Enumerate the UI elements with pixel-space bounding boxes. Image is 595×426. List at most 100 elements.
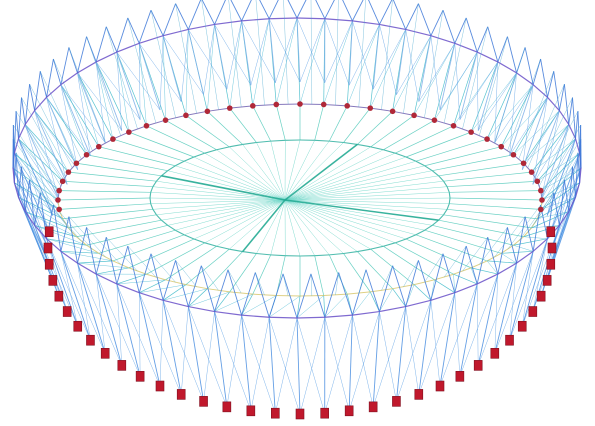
rim-ring: [34, 225, 47, 240]
rim-member: [405, 3, 419, 30]
support-block: [44, 226, 54, 238]
inner-node: [411, 112, 417, 119]
roof-ring: [431, 170, 439, 177]
wall-brace: [25, 124, 68, 185]
roof-ring: [438, 175, 444, 182]
wall-brace: [77, 263, 123, 366]
roof-member: [46, 97, 87, 155]
inner-node: [56, 187, 62, 194]
inner-node: [126, 129, 132, 135]
rim-member: [68, 47, 106, 143]
roof-member: [60, 84, 100, 147]
roof-member: [138, 43, 147, 126]
rim-ring: [24, 110, 36, 125]
rim-member: [21, 97, 66, 177]
wall-member: [77, 263, 106, 354]
wall-member: [296, 17, 301, 83]
roof-member: [95, 61, 114, 140]
roof-member: [284, 199, 417, 236]
rim-member: [335, 272, 339, 295]
wall-brace: [162, 300, 204, 402]
roof-ring: [193, 238, 206, 244]
inner-node: [431, 117, 438, 123]
rim-member: [487, 26, 499, 63]
rim-member: [255, 0, 265, 106]
roof-member: [346, 24, 380, 106]
rim-ring: [46, 84, 62, 98]
roof-ring: [448, 192, 451, 199]
inner-node: [110, 136, 116, 142]
rim-member: [201, 265, 219, 291]
rim-member: [392, 265, 407, 307]
roof-member: [156, 180, 286, 201]
rim-member: [575, 152, 579, 198]
wall-brace: [188, 29, 228, 90]
roof-member: [62, 180, 153, 188]
roof-ring: [128, 267, 147, 275]
roof-ring: [434, 119, 454, 127]
wall-brace: [551, 153, 580, 249]
roof-member: [415, 234, 488, 262]
roof-ring: [523, 227, 532, 238]
roof-member: [270, 199, 286, 255]
rim-member: [553, 71, 560, 111]
roof-member: [77, 260, 113, 264]
inner-node: [65, 169, 72, 175]
rim-member: [86, 227, 121, 265]
roof-member: [449, 203, 541, 210]
rim-member: [539, 111, 579, 187]
wall-brace: [405, 29, 420, 102]
roof-member: [352, 291, 371, 316]
rim-member: [497, 227, 508, 275]
roof-ring: [146, 119, 166, 127]
roof-member: [156, 199, 286, 216]
roof-member: [96, 267, 129, 275]
roof-ring: [165, 114, 187, 121]
rim-member: [106, 26, 138, 129]
rim-member: [507, 58, 541, 151]
roof-member: [453, 274, 456, 293]
support-block: [546, 226, 556, 238]
rim-member: [68, 216, 106, 258]
rim-member: [138, 10, 152, 44]
wall-brace: [352, 20, 374, 90]
wall-brace: [494, 274, 499, 354]
rim-member: [572, 97, 576, 139]
inner-node: [249, 103, 256, 109]
inner-node: [162, 117, 169, 123]
wall-member: [532, 110, 560, 185]
roof-member: [323, 20, 353, 105]
roof-member: [167, 199, 286, 226]
roof-ring: [270, 254, 286, 257]
roof-member: [77, 262, 129, 269]
wall-member: [372, 24, 380, 90]
rim-member: [287, 0, 298, 19]
roof-member: [501, 97, 548, 147]
roof-member: [284, 199, 315, 256]
rim-member: [105, 237, 118, 285]
roof-ring: [149, 192, 152, 199]
support-block: [392, 396, 401, 407]
rim-ring: [46, 238, 62, 252]
roof-member: [284, 197, 451, 201]
roof-ring: [152, 209, 157, 216]
roof-ring: [347, 105, 371, 109]
roof-ring: [405, 156, 417, 162]
roof-member: [314, 255, 325, 296]
roof-member: [25, 211, 69, 229]
rim-member: [418, 3, 432, 36]
wall-brace: [34, 110, 60, 200]
rim-member: [424, 253, 444, 283]
roof-member: [204, 152, 286, 201]
rim-member: [335, 0, 339, 106]
wall-brace: [521, 251, 534, 327]
wall-brace: [550, 167, 582, 232]
wall-member: [116, 51, 141, 120]
roof-member: [60, 84, 87, 155]
roof-member: [443, 171, 532, 182]
rim-member: [358, 269, 367, 294]
rim-ring: [454, 42, 478, 53]
roof-ring: [370, 245, 384, 250]
wall-brace: [214, 24, 252, 86]
